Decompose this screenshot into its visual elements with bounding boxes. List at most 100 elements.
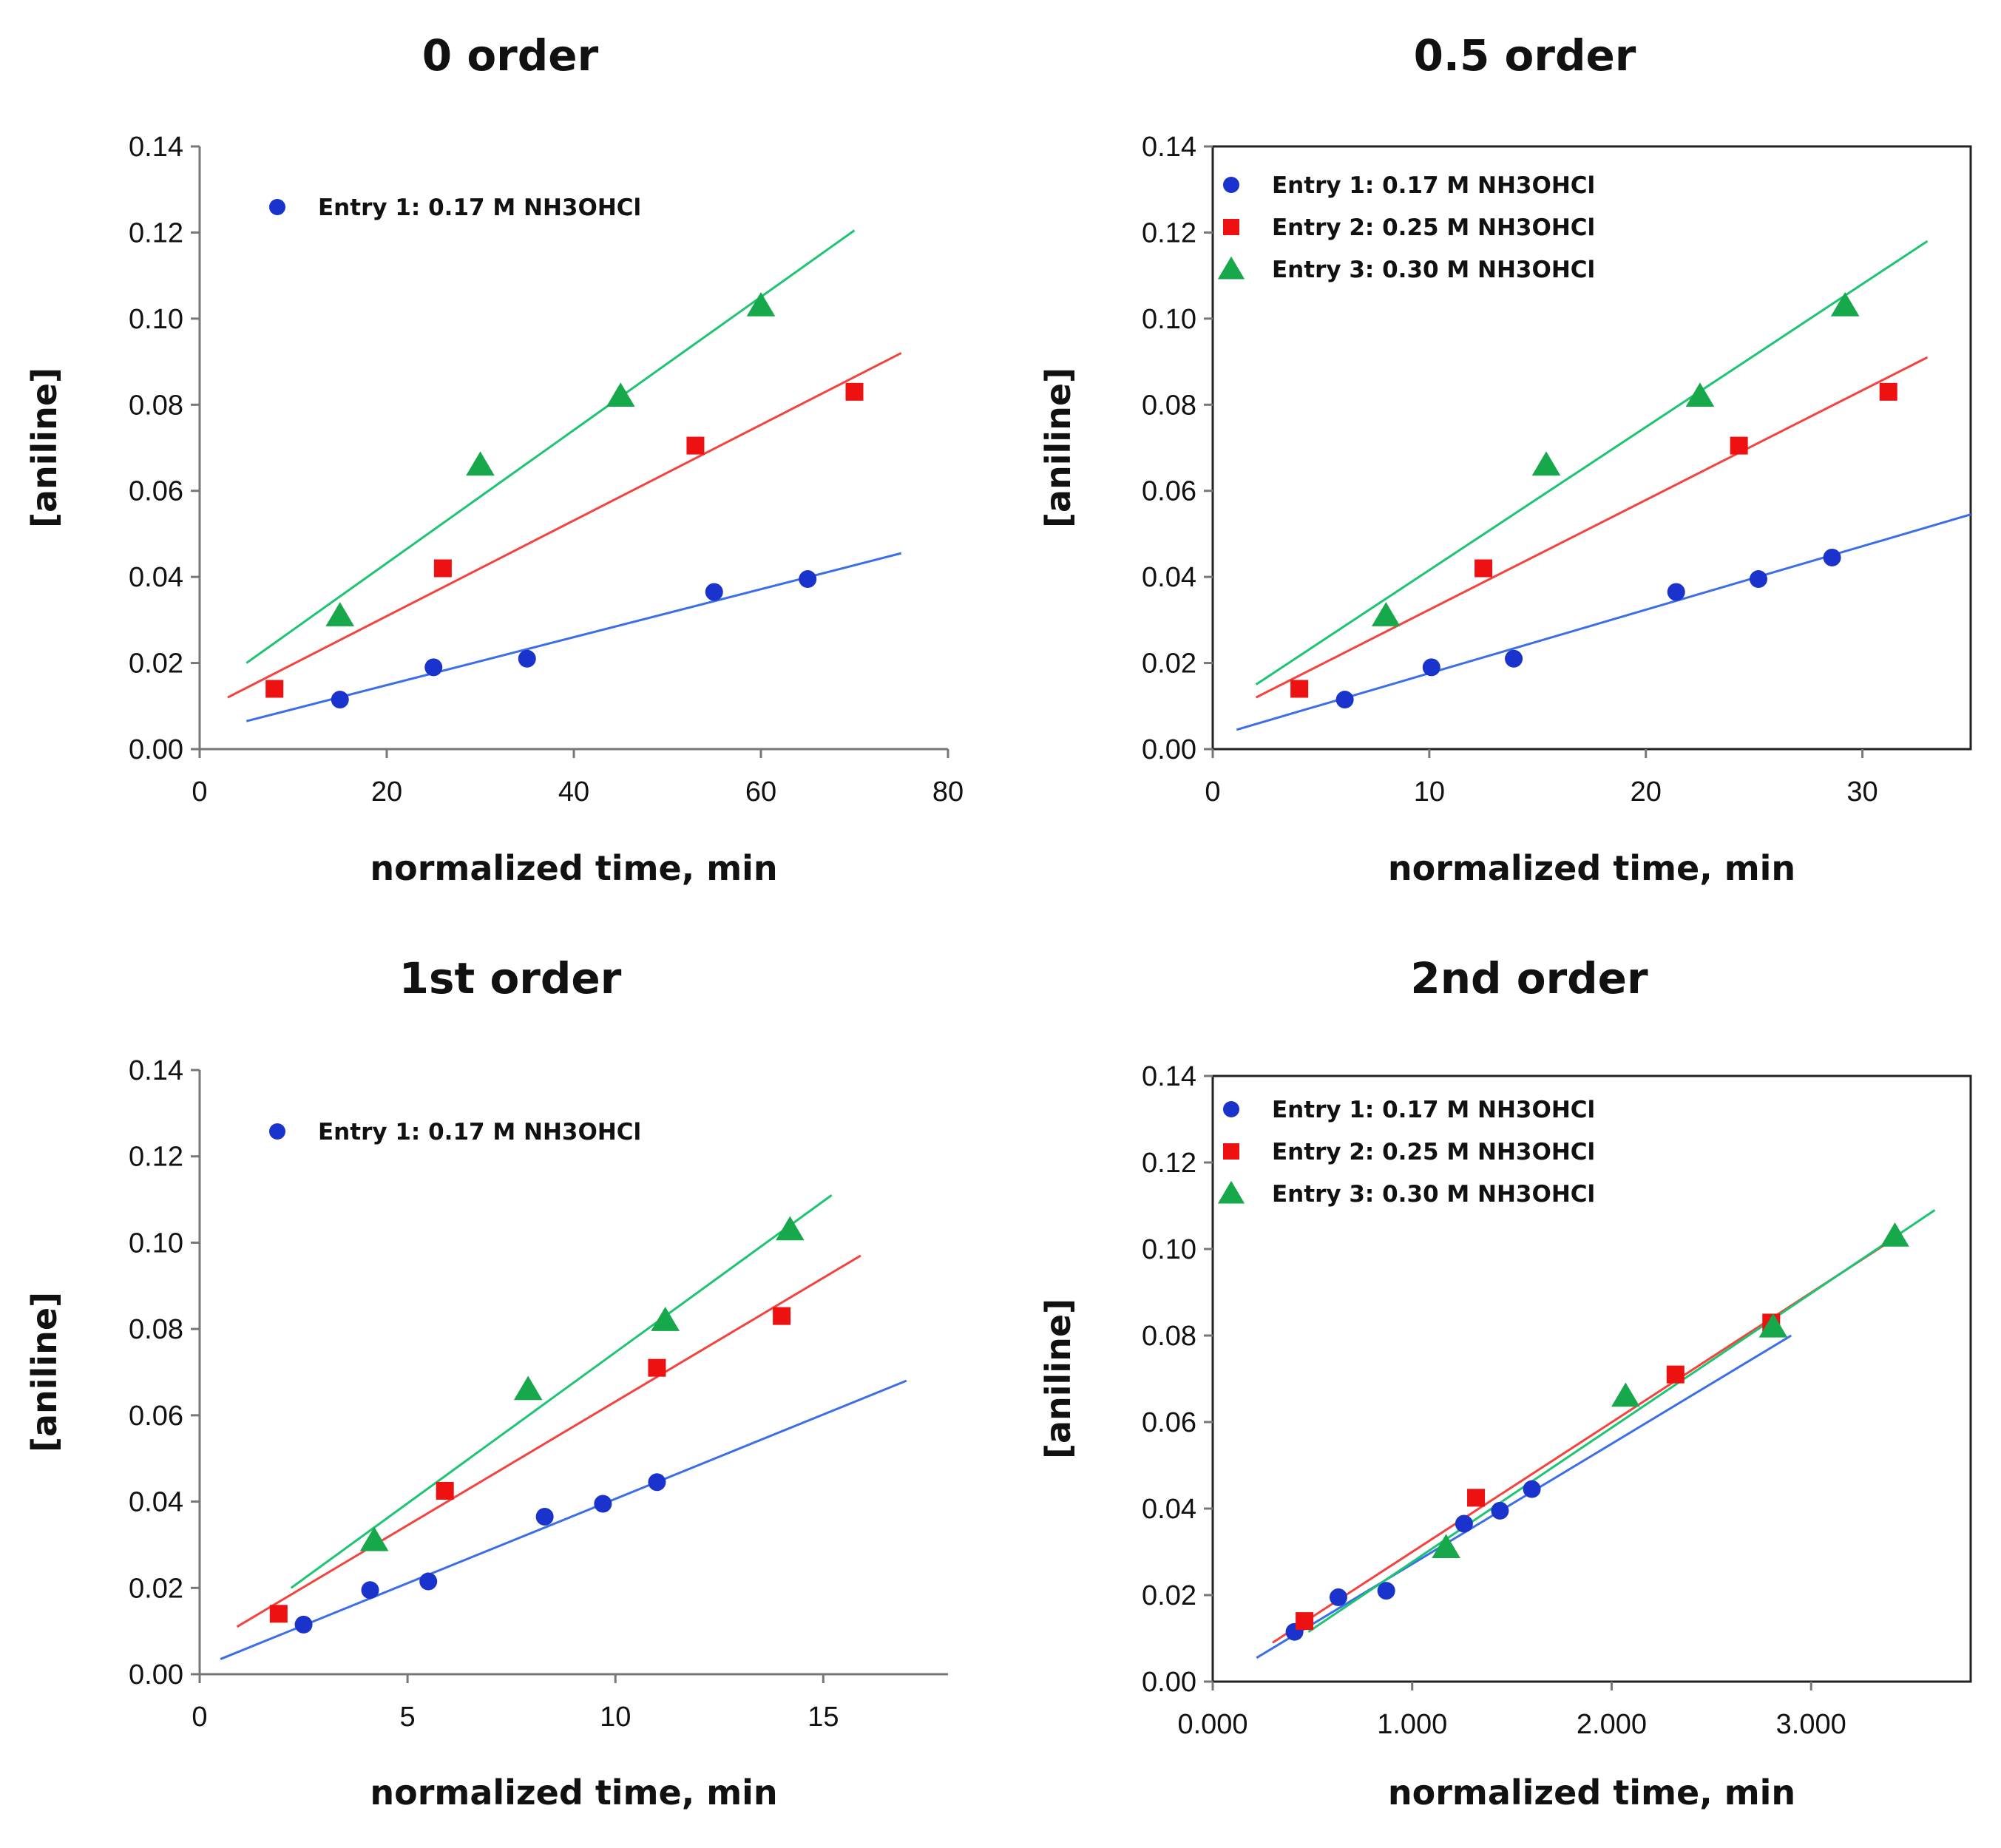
data-point-entry-1 <box>1335 691 1354 709</box>
legend-label: Entry 3: 0.30 M NH3OHCl <box>1272 257 1595 283</box>
chart-panel-2: 0.5 order 0.00 0.02 0.04 0.06 0.08 0.10 0.12 0.1… <box>1038 30 1972 888</box>
data-point-entry-3 <box>1432 1534 1460 1559</box>
data-point-entry-3 <box>651 1307 680 1331</box>
data-point-entry-1 <box>419 1572 438 1591</box>
data-point-entry-3 <box>1685 382 1715 407</box>
y-tick-label: 0.14 <box>1142 1061 1196 1092</box>
legend-marker <box>1223 1143 1239 1160</box>
data-point-entry-3 <box>1830 291 1860 317</box>
x-tick-label: 60 <box>745 776 776 808</box>
data-point-entry-3 <box>325 602 355 626</box>
y-tick-label: 0.12 <box>129 217 183 248</box>
y-tick-label: 0.04 <box>1142 562 1196 593</box>
y-tick-label: 0.10 <box>129 1228 183 1259</box>
legend-marker <box>1223 1101 1239 1117</box>
y-axis-label: [aniline] <box>24 368 64 528</box>
data-point-entry-2 <box>1296 1612 1314 1631</box>
fit-line-entry-1 <box>1236 513 1971 731</box>
y-tick-label: 0.10 <box>129 304 183 335</box>
data-point-entry-1 <box>1667 583 1685 601</box>
y-tick-label: 0.04 <box>129 562 183 593</box>
legend-marker <box>269 1123 285 1140</box>
chart-panel-4: 2nd order 0.00 0.02 0.04 0.06 0.08 0.10 0.12 0.1… <box>1038 953 1972 1813</box>
data-point-entry-1 <box>799 570 817 589</box>
fit-line-entry-3 <box>1255 240 1929 686</box>
data-point-entry-2 <box>773 1307 791 1325</box>
x-axis-label: normalized time, min <box>370 848 777 888</box>
x-axis-label: normalized time, min <box>1388 848 1795 888</box>
x-tick-label: 15 <box>807 1702 839 1733</box>
fit-line-entry-3 <box>246 229 856 664</box>
legend: Entry 1: 0.17 M NH3OHCl Entry 2: 0.25 M N… <box>1217 1097 1595 1208</box>
legend-marker <box>1223 177 1239 193</box>
y-tick-label: 0.14 <box>129 132 183 163</box>
x-axis-label: normalized time, min <box>370 1773 777 1813</box>
data-point-entry-2 <box>845 382 864 401</box>
chart-panel-1: 0 order 0.00 0.02 0.04 0.06 0.08 0.10 0.12 0.14 0… <box>24 30 964 888</box>
legend-label: Entry 1: 0.17 M NH3OHCl <box>1272 1097 1595 1123</box>
y-axis-label: [aniline] <box>1038 368 1078 528</box>
data-point-entry-1 <box>648 1473 666 1492</box>
y-tick-label: 0.04 <box>1142 1494 1196 1525</box>
legend-marker <box>1217 1180 1245 1204</box>
data-point-entry-2 <box>433 559 452 578</box>
y-tick-label: 0.08 <box>1142 1321 1196 1352</box>
x-tick-label: 30 <box>1846 776 1878 808</box>
legend-label: Entry 1: 0.17 M NH3OHCl <box>318 194 641 221</box>
y-axis-label: [aniline] <box>24 1292 64 1452</box>
y-tick-label: 0.10 <box>1142 304 1196 335</box>
chart-title: 1st order <box>399 953 622 1003</box>
data-point-entry-1 <box>424 658 443 677</box>
data-point-entry-1 <box>1523 1480 1541 1498</box>
data-point-entry-1 <box>331 691 349 709</box>
x-tick-label: 0.000 <box>1177 1709 1247 1740</box>
plot-frame <box>1211 1074 1972 1683</box>
fit-line-entry-3 <box>290 1194 833 1589</box>
legend: Entry 1: 0.17 M NH3OHCl <box>269 194 641 221</box>
y-tick-label: 0.02 <box>129 649 183 680</box>
data-point-entry-3 <box>606 382 635 407</box>
y-tick-label: 0.04 <box>129 1487 183 1518</box>
x-tick-label: 0 <box>192 776 207 808</box>
data-point-entry-2 <box>686 436 705 455</box>
data-point-entry-3 <box>513 1375 543 1401</box>
legend-label: Entry 1: 0.17 M NH3OHCl <box>318 1119 641 1145</box>
legend-label: Entry 2: 0.25 M NH3OHCl <box>1272 1139 1595 1165</box>
data-point-entry-3 <box>1758 1313 1788 1338</box>
data-point-entry-3 <box>1371 602 1401 626</box>
legend-marker <box>1217 256 1245 280</box>
data-point-entry-1 <box>1377 1582 1395 1600</box>
legend-label: Entry 3: 0.30 M NH3OHCl <box>1272 1181 1595 1208</box>
y-tick-label: 0.12 <box>129 1142 183 1173</box>
y-tick-label: 0.10 <box>1142 1234 1196 1265</box>
y-tick-label: 0.02 <box>129 1573 183 1604</box>
data-point-entry-3 <box>1531 451 1561 476</box>
plot-frame <box>1211 145 1972 751</box>
x-axis-label: normalized time, min <box>1388 1773 1795 1813</box>
y-tick-label: 0.06 <box>129 1401 183 1432</box>
data-point-entry-2 <box>1879 382 1897 401</box>
data-point-entry-3 <box>466 451 495 476</box>
y-tick-label: 0.06 <box>129 476 183 507</box>
data-point-entry-1 <box>594 1495 612 1513</box>
y-tick-label: 0.02 <box>1142 1580 1196 1611</box>
fit-line-entry-1 <box>220 1379 907 1660</box>
data-point-entry-1 <box>361 1581 379 1600</box>
data-point-entry-2 <box>1474 559 1493 578</box>
y-tick-label: 0.12 <box>1142 217 1196 248</box>
data-point-entry-3 <box>746 291 776 317</box>
data-point-entry-1 <box>1505 649 1523 668</box>
x-tick-label: 80 <box>932 776 964 808</box>
data-point-entry-1 <box>1823 548 1841 566</box>
x-tick-label: 0 <box>192 1702 207 1733</box>
fit-line-entry-1 <box>1256 1334 1792 1659</box>
legend-label: Entry 1: 0.17 M NH3OHCl <box>1272 172 1595 199</box>
data-point-entry-1 <box>705 583 723 601</box>
y-tick-label: 0.06 <box>1142 1407 1196 1438</box>
fit-line-entry-2 <box>1255 356 1929 699</box>
data-point-entry-2 <box>1666 1365 1685 1384</box>
y-tick-label: 0.00 <box>129 734 183 765</box>
data-point-entry-2 <box>1730 436 1748 455</box>
y-tick-label: 0.12 <box>1142 1148 1196 1179</box>
legend: Entry 1: 0.17 M NH3OHCl <box>269 1119 641 1145</box>
